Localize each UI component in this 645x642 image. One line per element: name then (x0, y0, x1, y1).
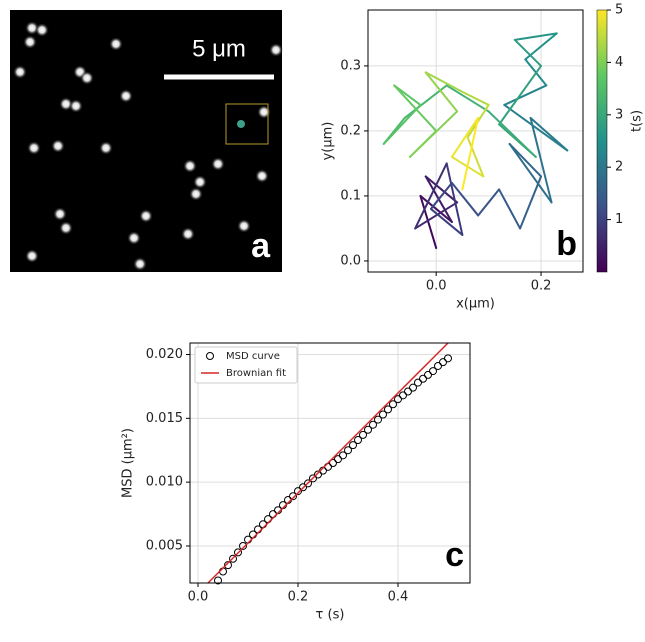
data-point (440, 359, 447, 366)
data-point (335, 456, 342, 463)
data-point (405, 388, 412, 395)
particle (35, 23, 49, 37)
particle (27, 141, 41, 155)
particle (80, 71, 94, 85)
tracked-particle (237, 120, 245, 128)
scale-bar-label: 5 μm (192, 35, 246, 62)
x-tick-label: 0.2 (288, 590, 309, 605)
y-tick-label: 0.2 (340, 123, 361, 138)
x-tick-label: 0.0 (188, 590, 209, 605)
data-point (425, 371, 432, 378)
image-panel: 5 μm a (10, 10, 283, 272)
data-point (435, 362, 442, 369)
trajectory-segment (426, 72, 457, 111)
colorbar-tick-label: 1 (615, 212, 623, 227)
data-point (400, 392, 407, 399)
particle (127, 231, 141, 245)
y-axis-label: MSD (μm²) (121, 428, 136, 498)
x-tick-label: 0.0 (426, 279, 447, 294)
legend-label: MSD curve (226, 351, 280, 362)
y-tick-label: 0.010 (146, 475, 183, 490)
colorbar-tick-label: 4 (615, 55, 623, 70)
particle (139, 209, 153, 223)
trajectory-segment (410, 111, 457, 157)
panel-label: a (251, 227, 271, 265)
trajectory-segment (384, 105, 421, 144)
figure: 5 μm a 0.0 0.2 0.0 0.1 0.2 0.3 x(μm) y(μm) 1 2 3 4 5… (0, 0, 645, 642)
x-tick-label: 0.4 (388, 590, 409, 605)
particle (25, 249, 39, 263)
particle (51, 139, 65, 153)
particle (53, 207, 67, 221)
trajectory-segment (420, 196, 436, 248)
data-point (325, 463, 332, 470)
data-point (420, 375, 427, 382)
data-point (415, 379, 422, 386)
particle (255, 169, 269, 183)
particle (69, 99, 83, 113)
panel-label: c (445, 536, 464, 574)
colorbar (597, 10, 607, 272)
colorbar-tick-label: 2 (615, 160, 623, 175)
particle (237, 219, 251, 233)
colorbar-tick-label: 3 (615, 107, 623, 122)
particle (99, 141, 113, 155)
trajectory-segment (504, 105, 567, 151)
particle (181, 227, 195, 241)
particle (109, 37, 123, 51)
colorbar-label: t(s) (630, 110, 645, 132)
x-axis-label: x(μm) (456, 297, 495, 312)
trajectory-segment (426, 72, 463, 92)
x-axis-label: τ (s) (316, 608, 345, 623)
legend-label: Brownian fit (226, 368, 286, 379)
particle (269, 43, 283, 57)
trajectory-segment (499, 189, 520, 228)
trajectory-segment (489, 111, 536, 157)
y-tick-label: 0.020 (146, 347, 183, 362)
particle (189, 187, 203, 201)
y-tick-label: 0.1 (340, 188, 361, 203)
particle (23, 35, 37, 49)
particle (13, 65, 27, 79)
y-tick-label: 0.3 (340, 58, 361, 73)
particle (183, 159, 197, 173)
plot-frame (368, 10, 583, 272)
colorbar-tick-label: 5 (615, 3, 623, 18)
y-tick-label: 0.015 (146, 411, 183, 426)
y-tick-label: 0.005 (146, 538, 183, 553)
trajectory-segment (478, 189, 499, 215)
trajectory-segment (452, 183, 478, 216)
data-point (445, 355, 452, 362)
y-axis-label: y(μm) (321, 122, 336, 161)
x-tick-label: 0.2 (531, 279, 552, 294)
particle (257, 105, 271, 119)
particle (211, 157, 225, 171)
y-tick-label: 0.0 (340, 253, 361, 268)
panel-label: b (556, 225, 577, 263)
particle (119, 89, 133, 103)
particle (133, 257, 147, 271)
particle (193, 175, 207, 189)
particle (59, 221, 73, 235)
